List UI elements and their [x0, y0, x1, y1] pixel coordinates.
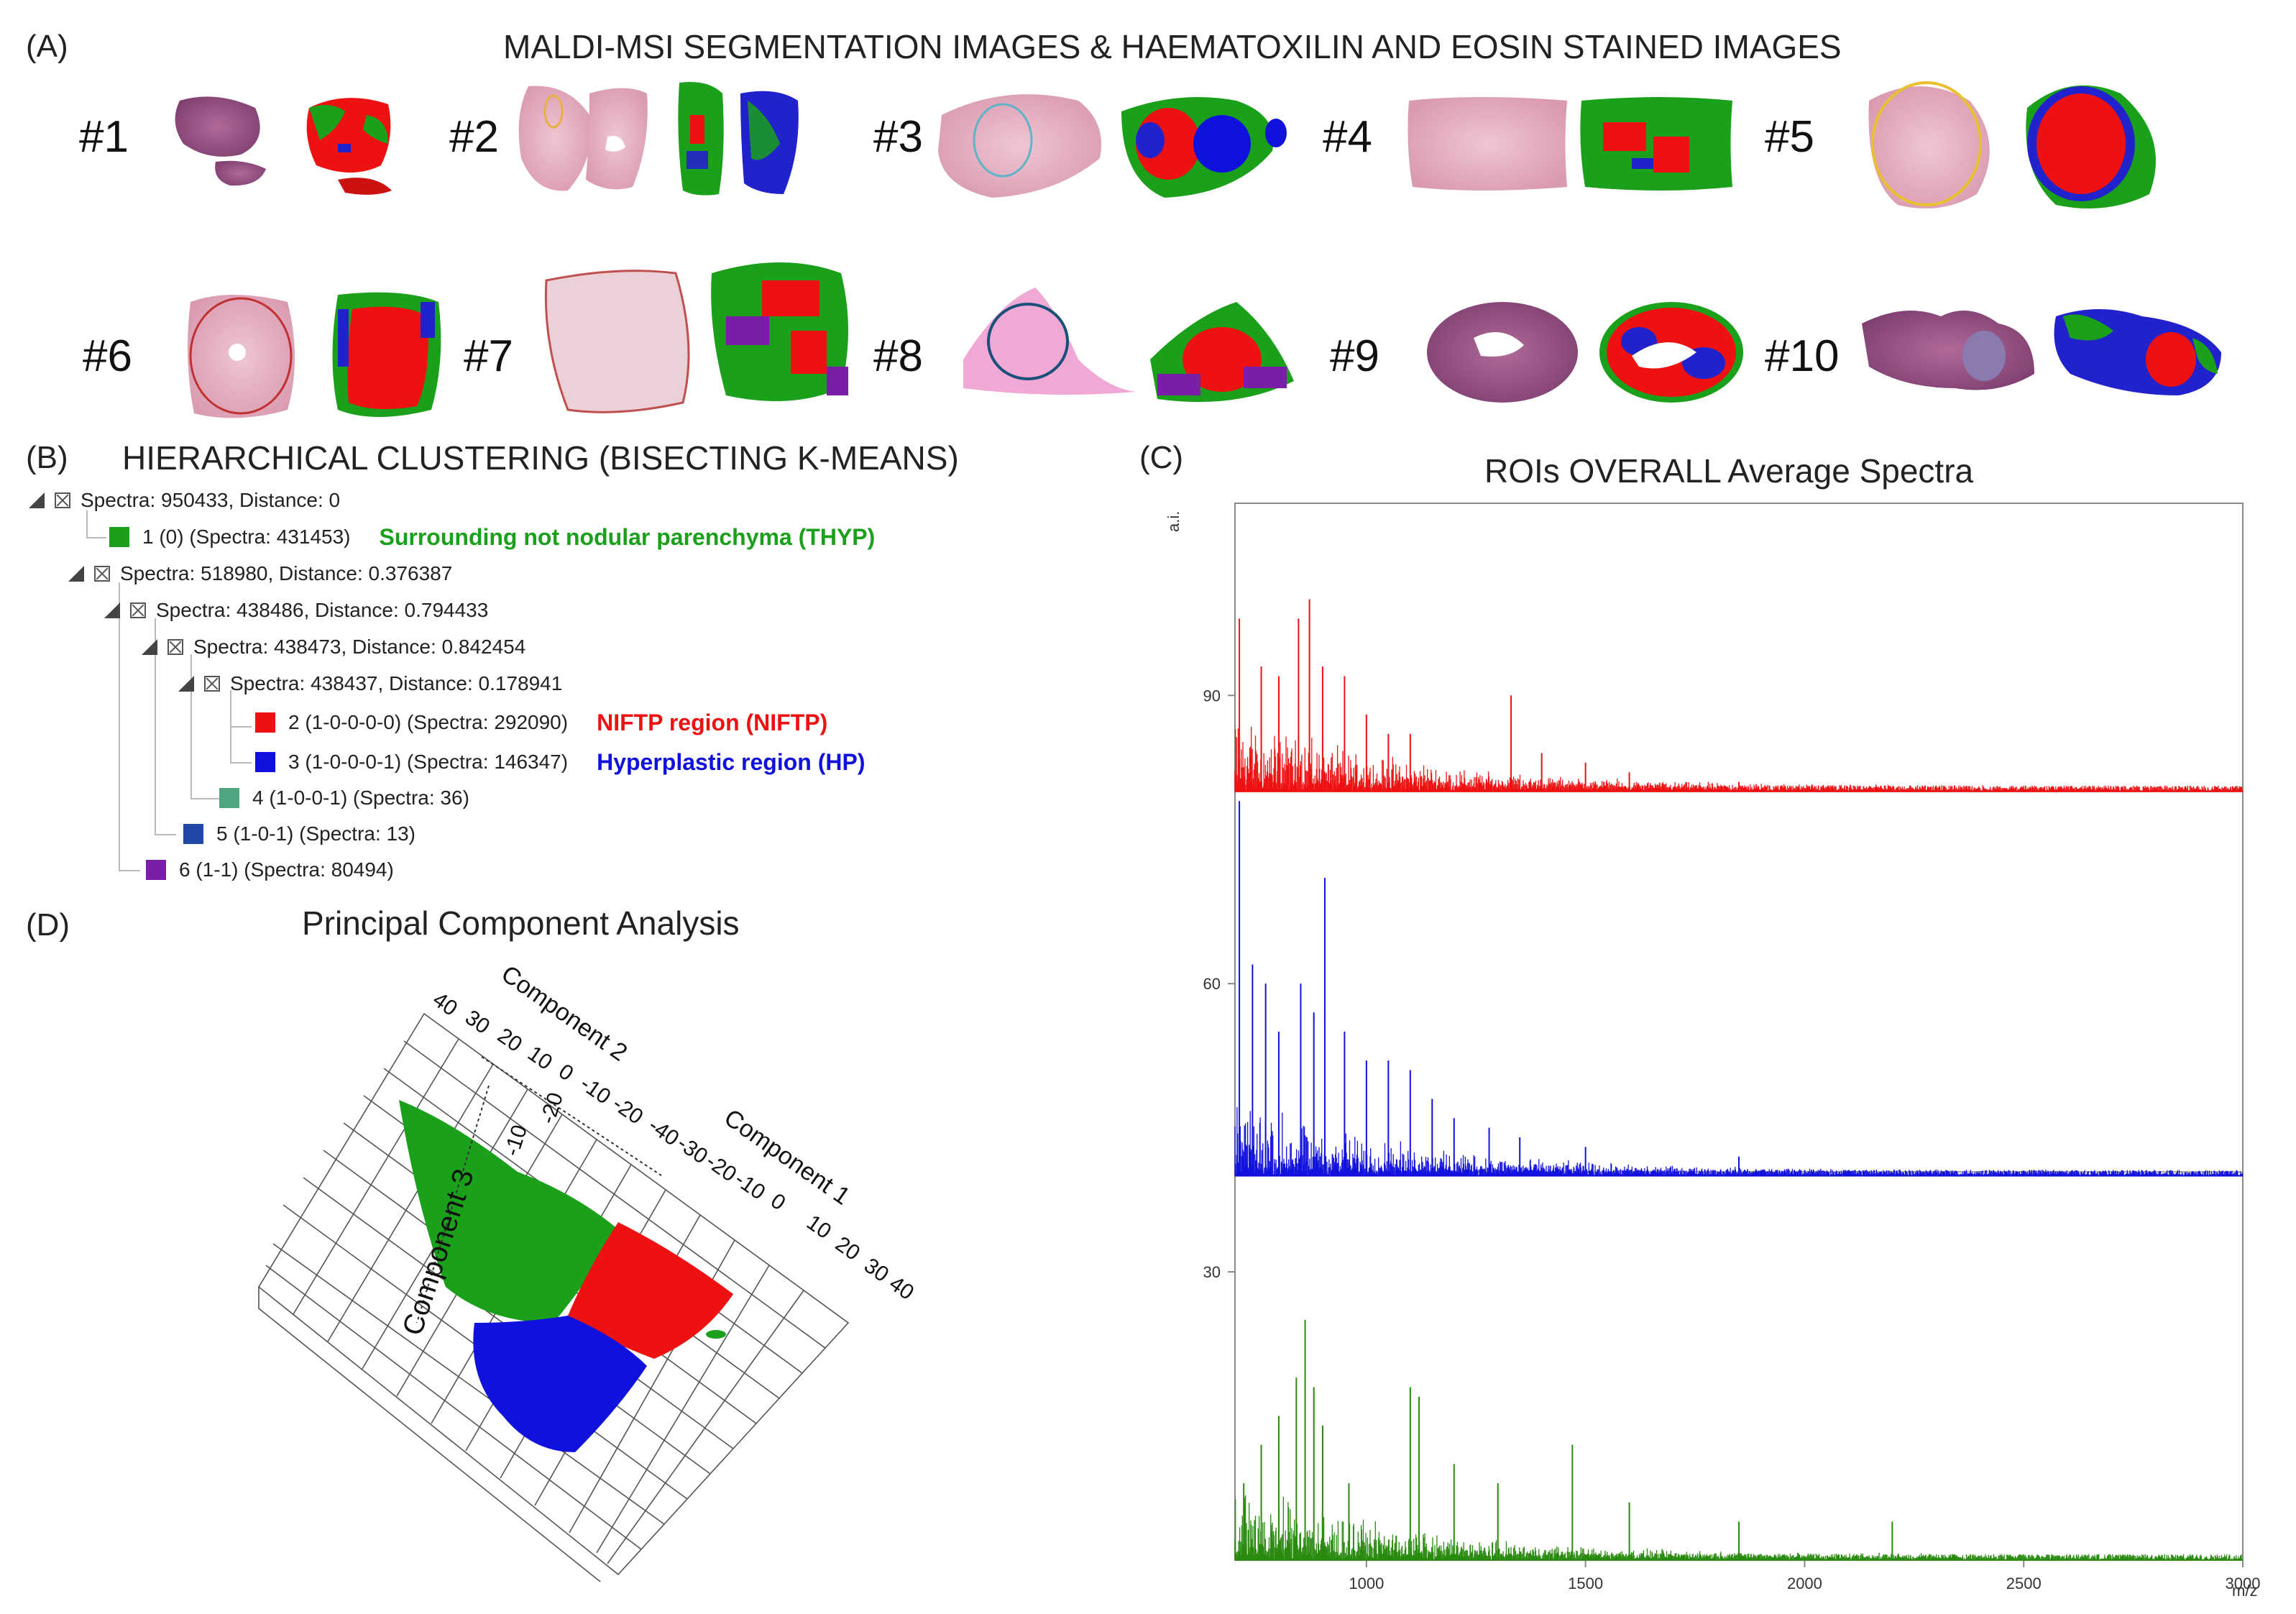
spectra-xlabel: m/z [2232, 1582, 2257, 1600]
tree-row-cluster-6[interactable]: 6 (1-1) (Spectra: 80494) [146, 856, 394, 884]
pca-tick1-0: 10 [802, 1211, 835, 1244]
pca-tick1-2: 30 [860, 1254, 893, 1287]
x-tick-label: 2000 [1787, 1574, 1822, 1592]
sample-9-images [1427, 302, 1743, 403]
sample-10-images [1862, 309, 2221, 395]
panel-c-letter: (C) [1139, 440, 1184, 475]
sample-number-1: #1 [79, 112, 129, 162]
y-tick-label: 60 [1203, 975, 1221, 993]
pca-tick2-3: 10 [523, 1042, 556, 1075]
tree-row-cluster-3[interactable]: 3 (1-0-0-0-1) (Spectra: 146347) Hyperpla… [255, 748, 865, 776]
sample-8-images [963, 288, 1294, 403]
cluster-6-swatch-icon [146, 860, 166, 880]
pca-tick1-3: 40 [885, 1272, 918, 1305]
pca-tick1-1: 20 [831, 1232, 864, 1265]
pca-cluster-hp [473, 1316, 647, 1452]
spectra-ylabel: a.i. [1165, 511, 1183, 532]
tree-row-node-1-0-0[interactable]: Spectra: 438473, Distance: 0.842454 [142, 633, 525, 661]
cluster-node-icon [55, 492, 70, 508]
collapse-toggle-icon[interactable] [104, 602, 120, 618]
sample-7-images [544, 262, 848, 413]
tree-row-cluster-1[interactable]: 1 (0) (Spectra: 431453) Surrounding not … [109, 523, 875, 551]
sample-number-6: #6 [83, 331, 132, 381]
x-tick-label: 3000 [2226, 1574, 2261, 1592]
y-tick-label: 90 [1203, 687, 1221, 705]
collapse-toggle-icon[interactable] [29, 492, 45, 508]
cluster-node-icon [94, 566, 110, 582]
pca-tick2-11: 0 [766, 1189, 790, 1216]
sample-number-9: #9 [1330, 331, 1379, 381]
label-niftp: NIFTP region (NIFTP) [597, 709, 828, 735]
panel-b-title: HIERARCHICAL CLUSTERING (BISECTING K-MEA… [122, 439, 959, 477]
sample-number-10: #10 [1765, 331, 1840, 381]
collapse-toggle-icon[interactable] [178, 676, 194, 692]
pca-tick2-4: 0 [554, 1060, 578, 1086]
collapse-toggle-icon[interactable] [142, 639, 157, 655]
label-thyp: Surrounding not nodular parenchyma (THYP… [379, 523, 876, 550]
sample-number-7: #7 [464, 331, 513, 381]
cluster-1-swatch-icon [109, 527, 129, 547]
x-tick-label: 1000 [1349, 1574, 1384, 1592]
pca-3d-plot: Component 2 Component 1 Component 3 40 3… [257, 960, 918, 1582]
tree-row-node-1[interactable]: Spectra: 518980, Distance: 0.376387 [68, 559, 452, 588]
sample-1-images [175, 96, 392, 195]
pca-tick2-6: -20 [608, 1092, 647, 1129]
sample-number-3: #3 [873, 112, 923, 162]
cluster-3-swatch-icon [255, 752, 275, 772]
cluster-node-icon [204, 676, 220, 692]
pca-cluster-niftp [568, 1222, 733, 1359]
cluster-4-swatch-icon [219, 788, 239, 808]
spectra-plot-frame [1234, 503, 2244, 1561]
sample-3-images [938, 94, 1287, 198]
tree-row-root[interactable]: Spectra: 950433, Distance: 0 [29, 486, 340, 515]
cluster-2-swatch-icon [255, 712, 275, 733]
sample-number-2: #2 [449, 112, 499, 162]
sample-number-4: #4 [1323, 112, 1372, 162]
sample-number-5: #5 [1765, 112, 1814, 162]
tree-row-node-1-0[interactable]: Spectra: 438486, Distance: 0.794433 [104, 596, 488, 625]
tree-row-cluster-2[interactable]: 2 (1-0-0-0-0) (Spectra: 292090) NIFTP re… [255, 708, 827, 737]
panel-d-title: Principal Component Analysis [302, 904, 740, 942]
sample-4-images [1408, 97, 1732, 191]
tree-row-node-1-0-0-0[interactable]: Spectra: 438437, Distance: 0.178941 [178, 669, 562, 698]
cluster-5-swatch-icon [183, 824, 203, 844]
cluster-node-icon [167, 639, 183, 655]
y-tick-label: 30 [1203, 1263, 1221, 1281]
tree-row-cluster-5[interactable]: 5 (1-0-1) (Spectra: 13) [183, 820, 415, 848]
sample-number-8: #8 [873, 331, 923, 381]
panel-a-letter: (A) [26, 29, 68, 64]
pca-cluster-thyp [399, 1100, 618, 1323]
spectra-chart: a.i. m/z 1000 1500 2000 2500 3000 90 60 30 [1165, 503, 2261, 1600]
pca-tick2-2: 20 [493, 1024, 526, 1057]
sample-2-images [518, 82, 799, 196]
spectrum-niftp [1234, 726, 2244, 792]
panel-a-title: MALDI-MSI SEGMENTATION IMAGES & HAEMATOX… [503, 28, 1842, 65]
pca-tick2-0: 40 [428, 988, 462, 1021]
collapse-toggle-icon[interactable] [68, 566, 84, 582]
sample-5-images [1868, 81, 2156, 208]
panel-d-letter: (D) [26, 907, 70, 943]
cluster-node-icon [130, 602, 146, 618]
x-tick-label: 2500 [2006, 1574, 2042, 1592]
pca-tick2-5: -10 [576, 1072, 615, 1109]
pca-tick2-1: 30 [461, 1006, 494, 1039]
x-tick-label: 1500 [1568, 1574, 1603, 1592]
label-hp: Hyperplastic region (HP) [597, 748, 865, 775]
tree-row-cluster-4[interactable]: 4 (1-0-0-1) (Spectra: 36) [219, 784, 469, 812]
sample-6-images [188, 292, 441, 418]
tissue-image-strip [175, 81, 2221, 418]
spectrum-thyp [1234, 1495, 2244, 1560]
panel-b-letter: (B) [26, 440, 68, 475]
panel-c-title: ROIs OVERALL Average Spectra [1484, 452, 1974, 490]
